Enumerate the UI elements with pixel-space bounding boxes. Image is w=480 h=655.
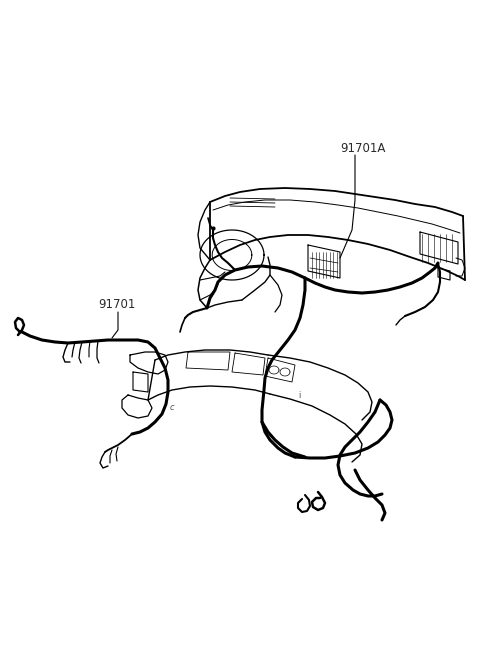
Text: 91701: 91701	[98, 299, 135, 312]
Text: 91701A: 91701A	[340, 141, 385, 155]
Text: i: i	[298, 391, 300, 400]
Text: c: c	[170, 403, 175, 412]
